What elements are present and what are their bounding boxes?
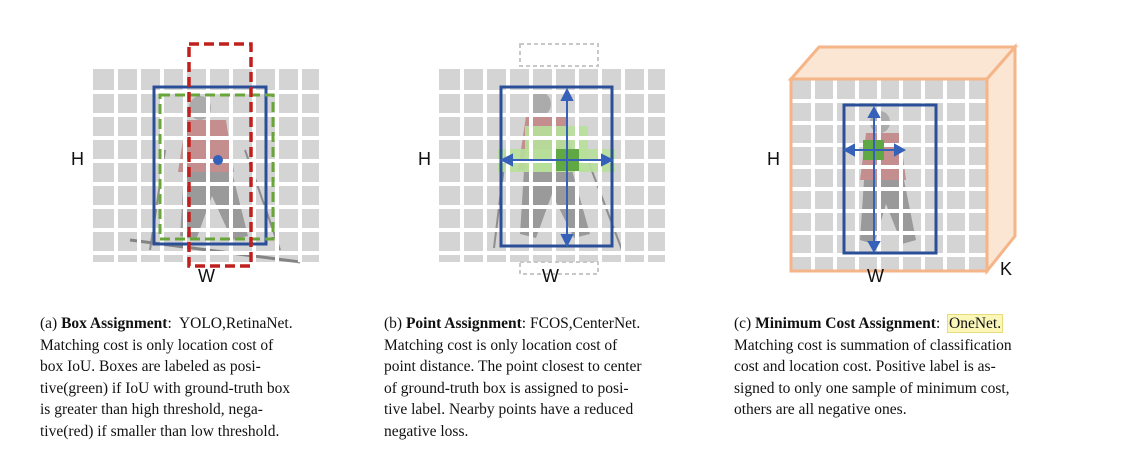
image-grid [791,79,987,271]
caption-line: is greater than high threshold, nega- [40,401,263,418]
axis-h-label: H [418,149,431,169]
outside-point-markers [519,43,599,275]
panel-point-assignment: H W (b) Point Assignment: FCOS,CenterNet… [376,0,752,455]
axis-w-label: W [867,266,884,286]
cost-volume [787,43,1019,276]
ground-truth-box [842,103,938,255]
distance-arrows [842,105,907,254]
ground-truth-box [499,85,614,248]
caption-line: point distance. The point closest to cen… [384,358,642,375]
caption-line: tive label. Nearby points have a reduced [384,401,634,418]
distance-arrows [499,87,615,248]
caption-box-assignment: (a) Box Assignment: YOLO,RetinaNet. Matc… [40,313,348,442]
caption-line: Matching cost is only location cost of [40,336,274,354]
cost-volume-front [789,77,989,273]
axis-h-label: H [767,149,780,169]
caption-line: Matching cost is summation of classifica… [734,336,1012,354]
caption-tag: (b) [384,315,403,332]
axis-w-label: W [542,266,559,286]
caption-methods: OneNet. [946,314,1004,333]
caption-title: Minimum Cost Assignment [755,315,936,332]
caption-point-assignment: (b) Point Assignment: FCOS,CenterNet. Ma… [384,313,694,442]
box-center-dot [213,155,223,165]
caption-title: Point Assignment [405,315,522,332]
caption-line: signed to only one sample of minimum cos… [734,379,1010,397]
ground-truth-box [152,85,268,246]
caption-tag: (a) [40,315,58,332]
panel-minimum-cost-assignment: H W K (c) Minimum Cost Assignment: OneNe… [734,0,1128,455]
caption-line: tive(red) if smaller than low threshold. [40,422,280,440]
axis-k-label: K [1000,259,1012,279]
caption-line: Matching cost is only location cost of [384,336,618,354]
caption-line: of ground-truth box is assigned to posi- [384,379,629,397]
panel-box-assignment: H W (a) Box Assignment: YOLO,RetinaNet. … [0,0,376,455]
image-grid [93,69,319,264]
caption-minimum-cost-assignment: (c) Minimum Cost Assignment: OneNet. Mat… [734,313,1046,421]
caption-line: box IoU. Boxes are labeled as posi- [40,358,261,375]
positive-anchor-box [158,93,275,241]
point-assignment-figure: H W [418,43,665,286]
caption-line: cost and location cost. Positive label i… [734,358,996,375]
caption-methods: YOLO,RetinaNet. [178,315,293,332]
caption-title: Box Assignment [61,315,168,332]
caption-methods: FCOS,CenterNet. [529,315,641,332]
axis-w-label: W [198,266,215,286]
caption-line: others are all negative ones. [734,401,907,418]
caption-line: negative loss. [384,422,469,440]
image-grid [439,69,665,262]
negative-anchor-box [187,42,253,268]
box-assignment-figure: H W [71,42,319,286]
caption-tag: (c) [734,315,752,332]
caption-line: tive(green) if IoU with ground-truth box [40,379,291,397]
axis-h-label: H [71,149,84,169]
minimum-cost-figure: H W K [767,43,1019,286]
